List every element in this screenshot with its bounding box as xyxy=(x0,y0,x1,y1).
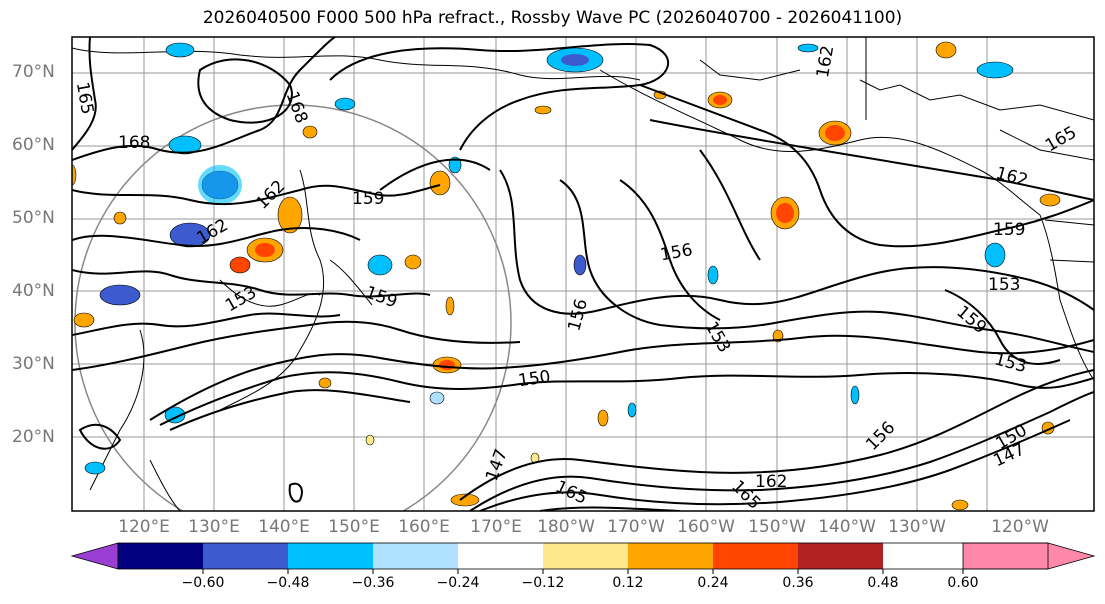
lat-label: 70°N xyxy=(12,62,55,82)
lon-label: 140°E xyxy=(258,517,310,537)
lat-label: 30°N xyxy=(12,354,55,374)
contour-label: 162 xyxy=(813,44,838,79)
colorbar-segment xyxy=(543,543,628,569)
colorbar-segment xyxy=(288,543,373,569)
lon-label: 130°W xyxy=(888,517,946,537)
colorbar-tick-label: −0.24 xyxy=(436,575,480,591)
contour-label: 159 xyxy=(362,282,399,312)
colorbar-segment xyxy=(203,543,288,569)
colorbar-tick-label: −0.36 xyxy=(351,575,395,591)
lat-label: 20°N xyxy=(12,427,55,447)
contour-label: 150 xyxy=(517,367,552,391)
contour-label: 162 xyxy=(994,163,1031,191)
lat-label: 50°N xyxy=(12,208,55,228)
lon-label: 130°E xyxy=(188,517,240,537)
colorbar-segment xyxy=(118,543,203,569)
lon-label: 170°E xyxy=(470,517,522,537)
colorbar-over-arrow xyxy=(962,542,1096,570)
contour-label: 165 xyxy=(552,477,590,509)
contour-label: 156 xyxy=(862,418,899,455)
contour-label-layer: 165 168 168 162 159 162 162 165 159 162 … xyxy=(72,44,1080,514)
lat-label: 40°N xyxy=(12,281,55,301)
anomaly-shading xyxy=(72,41,1061,511)
height-contours xyxy=(72,37,1094,511)
lon-label: 120°W xyxy=(991,517,1049,537)
contour-label: 165 xyxy=(72,81,97,116)
lon-label: 140°W xyxy=(818,517,876,537)
colorbar xyxy=(70,542,1096,574)
contour-label: 156 xyxy=(564,297,592,334)
lon-label: 150°E xyxy=(328,517,380,537)
colorbar-tick-label: −0.60 xyxy=(181,575,225,591)
colorbar-segment xyxy=(628,543,713,569)
colorbar-under-arrow xyxy=(70,542,119,570)
colorbar-tick-label: −0.48 xyxy=(266,575,310,591)
colorbar-tick-label: 0.60 xyxy=(947,575,979,591)
lon-label: 180°W xyxy=(537,517,595,537)
lon-label: 160°W xyxy=(677,517,735,537)
contour-label: 159 xyxy=(993,220,1025,240)
colorbar-segment xyxy=(373,543,458,569)
contour-label: 168 xyxy=(282,89,312,126)
colorbar-tick-label: 0.24 xyxy=(697,575,729,591)
lon-label: 170°W xyxy=(607,517,665,537)
contour-label: 147 xyxy=(482,447,512,484)
lon-label: 150°W xyxy=(748,517,806,537)
lon-label: 160°E xyxy=(398,517,450,537)
lat-label: 60°N xyxy=(12,135,55,155)
colorbar-tick-label: −0.12 xyxy=(521,575,565,591)
contour-label: 159 xyxy=(952,302,990,338)
graticule xyxy=(72,37,1094,511)
colorbar-tick-label: 0.48 xyxy=(867,575,899,591)
colorbar-segment xyxy=(458,543,543,569)
colorbar-segment xyxy=(798,543,883,569)
contour-label: 156 xyxy=(659,240,694,265)
lon-label: 120°E xyxy=(118,517,170,537)
colorbar-tick-label: 0.12 xyxy=(612,575,644,591)
map-frame xyxy=(71,36,1095,512)
contour-label: 159 xyxy=(352,189,384,209)
colorbar-tick-label: 0.36 xyxy=(782,575,814,591)
map-title: 2026040500 F000 500 hPa refract., Rossby… xyxy=(202,8,903,28)
contour-label: 168 xyxy=(118,133,150,153)
contour-label: 153 xyxy=(988,275,1020,295)
contour-label: 162 xyxy=(755,472,787,492)
colorbar-segment xyxy=(713,543,798,569)
